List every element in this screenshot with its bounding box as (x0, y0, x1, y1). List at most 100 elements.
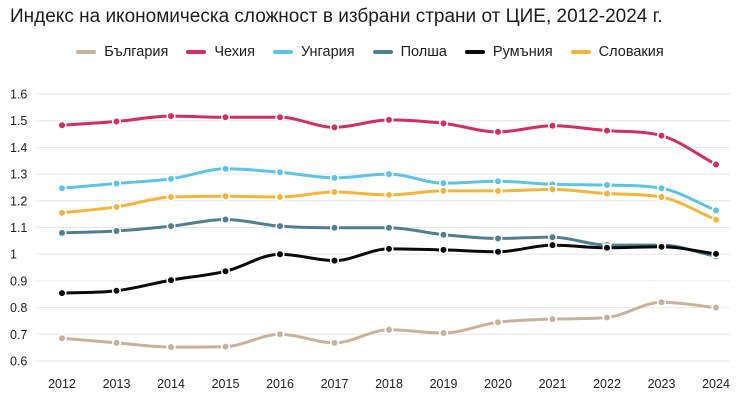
data-point (602, 312, 612, 323)
data-point (57, 183, 67, 193)
series-group (57, 184, 721, 225)
data-point (166, 221, 176, 231)
x-tick-label: 2013 (103, 377, 131, 391)
series-group (57, 111, 721, 170)
data-point (493, 176, 503, 186)
legend-swatch (76, 50, 97, 54)
legend-label: Полша (400, 44, 447, 60)
data-point (602, 125, 612, 136)
x-tick-label: 2016 (266, 377, 294, 391)
legend-item: Румъния (464, 44, 553, 60)
data-point (329, 122, 340, 132)
series-group (57, 214, 721, 261)
data-point (493, 186, 503, 196)
data-point (711, 303, 721, 313)
data-point (57, 228, 67, 238)
data-point (111, 286, 122, 296)
legend-swatch (464, 50, 485, 54)
data-point (111, 226, 122, 236)
data-point (656, 131, 667, 141)
data-point (656, 242, 667, 252)
data-point (166, 192, 176, 202)
chart-title: Индекс на икономическа сложност в избран… (10, 6, 663, 27)
data-point (547, 121, 558, 131)
series-group (57, 240, 721, 298)
x-tick-label: 2018 (375, 377, 403, 391)
y-tick-label: 1.6 (10, 88, 27, 102)
data-point (329, 173, 340, 183)
data-point (166, 342, 176, 352)
series-layer (57, 111, 721, 352)
x-tick-label: 2023 (648, 377, 676, 391)
y-tick-label: 0.7 (10, 328, 27, 342)
legend-swatch (372, 50, 393, 54)
data-point (220, 266, 231, 276)
x-tick-label: 2020 (484, 377, 512, 391)
chart-legend: България Чехия Унгария Полша Румъния Словакия (0, 44, 740, 60)
data-point (711, 205, 721, 216)
data-point (384, 169, 394, 179)
data-point (329, 256, 340, 266)
data-point (111, 178, 122, 189)
data-point (57, 333, 67, 343)
y-tick-label: 1.4 (10, 141, 27, 155)
legend-item: България (76, 44, 168, 60)
data-point (493, 317, 503, 327)
data-point (111, 338, 122, 348)
x-tick-label: 2019 (430, 377, 458, 391)
data-point (329, 187, 340, 197)
data-point (57, 120, 67, 130)
data-point (438, 230, 449, 240)
data-point (384, 190, 394, 200)
data-point (547, 232, 558, 242)
y-tick-label: 1.2 (10, 194, 27, 208)
data-point (111, 202, 122, 212)
data-point (275, 329, 285, 339)
data-point (602, 188, 612, 199)
legend-label: Словакия (598, 44, 664, 60)
data-point (384, 115, 394, 125)
legend-swatch (570, 50, 591, 54)
data-point (711, 159, 721, 170)
data-point (275, 192, 285, 202)
legend-item: Чехия (186, 44, 255, 60)
legend-swatch (272, 50, 293, 54)
data-point (220, 112, 231, 122)
data-point (438, 245, 449, 255)
data-point (547, 240, 558, 250)
data-point (275, 221, 285, 231)
y-tick-label: 0.9 (10, 274, 27, 288)
data-point (57, 288, 67, 298)
legend-swatch (186, 50, 207, 54)
data-point (275, 167, 285, 177)
data-point (547, 184, 558, 194)
data-point (329, 223, 340, 233)
legend-item: Полша (372, 44, 447, 60)
data-point (547, 314, 558, 324)
series-line (60, 300, 718, 349)
data-point (220, 191, 231, 201)
x-tick-label: 2021 (539, 377, 567, 391)
y-tick-label: 0.8 (10, 301, 27, 315)
data-point (711, 249, 721, 259)
data-point (384, 244, 394, 254)
data-point (275, 249, 285, 259)
data-point (656, 297, 667, 307)
data-point (656, 192, 667, 202)
data-point (438, 328, 449, 338)
data-point (438, 186, 449, 196)
x-tick-label: 2012 (48, 377, 76, 391)
legend-label: Чехия (214, 44, 255, 60)
legend-label: Румъния (492, 44, 553, 60)
data-point (384, 325, 394, 335)
x-tick-label: 2024 (702, 377, 730, 391)
x-tick-label: 2015 (212, 377, 240, 391)
legend-item: Словакия (570, 44, 664, 60)
series-group (57, 164, 721, 216)
data-point (438, 178, 449, 188)
y-tick-label: 1.5 (10, 114, 27, 128)
y-axis-ticks: 0.6 0.7 0.8 0.9 1 1.1 1.2 1.3 1.4 1.5 1.6 (10, 88, 27, 369)
data-point (438, 118, 449, 128)
legend-label: Унгария (300, 44, 355, 60)
